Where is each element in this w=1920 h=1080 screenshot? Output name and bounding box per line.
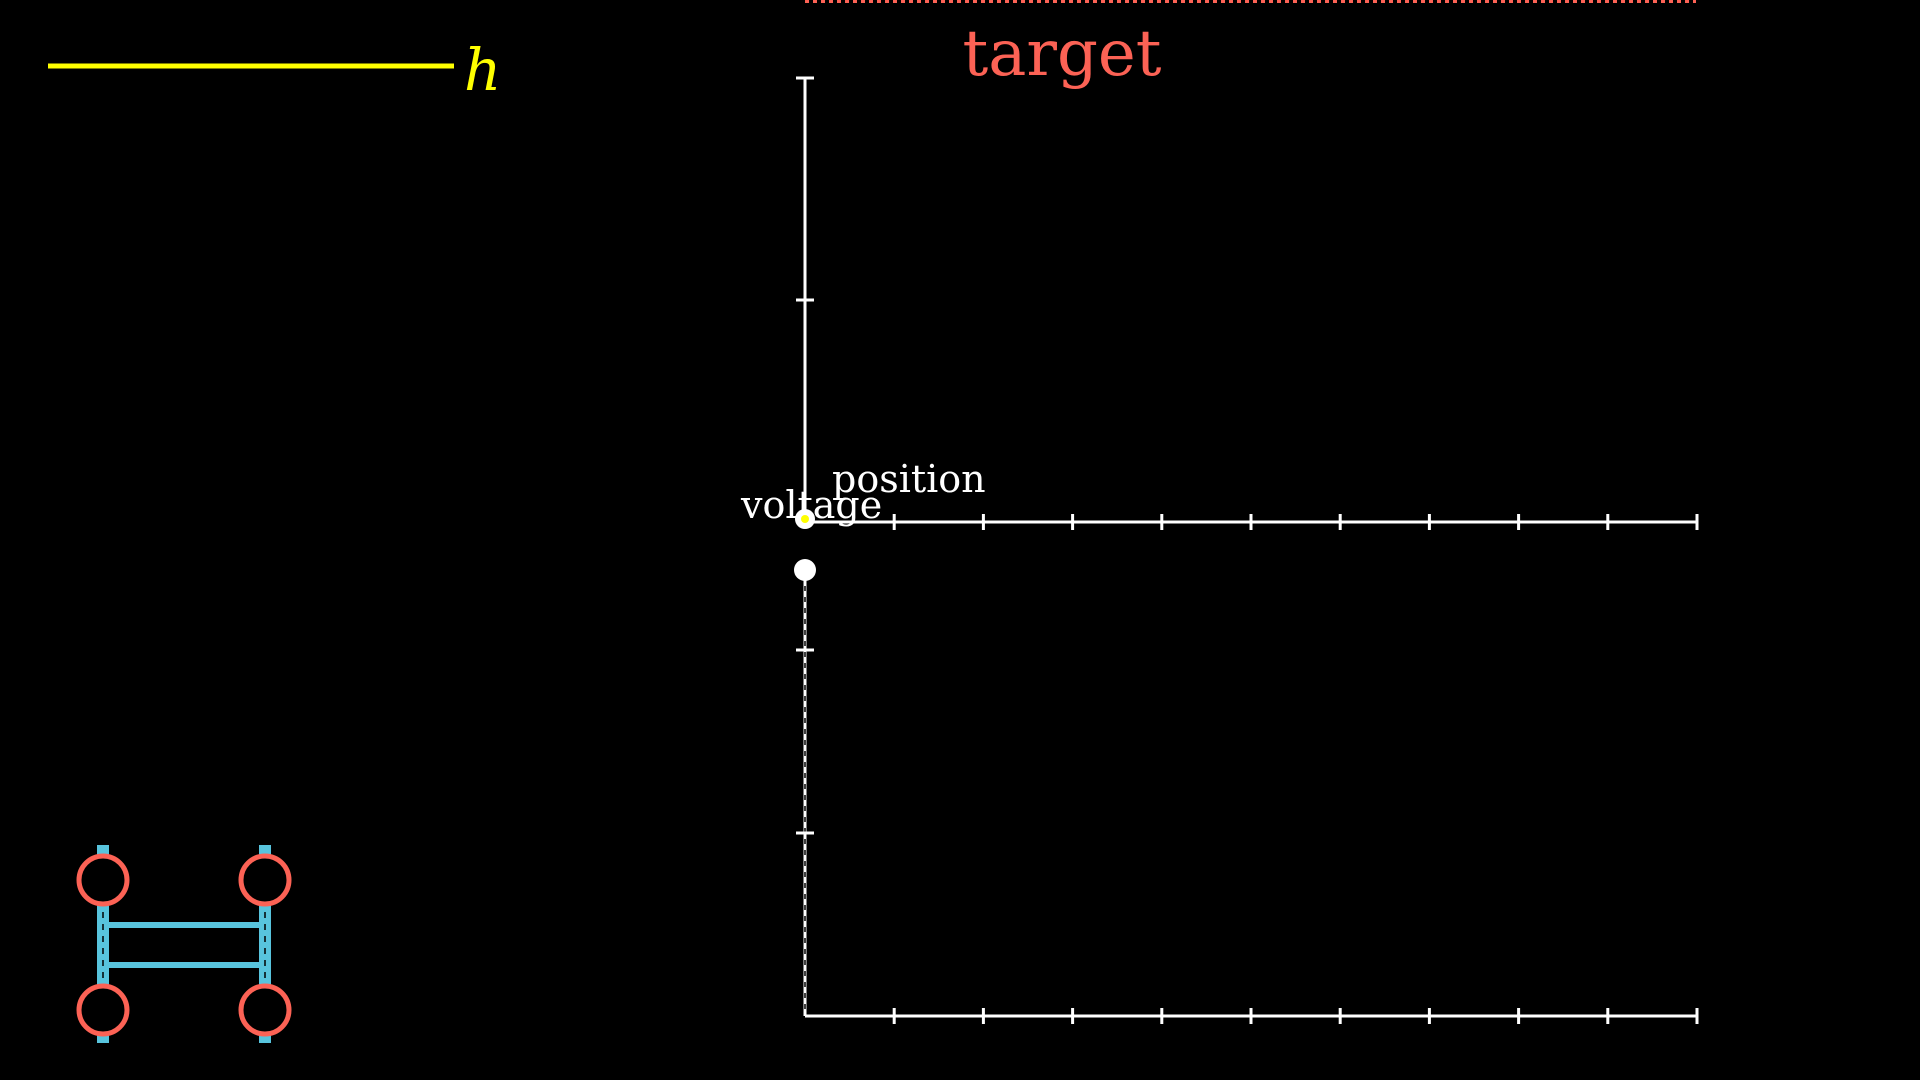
wheel-icon — [76, 983, 130, 1037]
top-plot-x-ticks — [892, 514, 1699, 530]
top-plot-origin-marker — [801, 515, 809, 523]
vehicle-icon — [76, 845, 292, 1043]
legend: h — [48, 36, 501, 104]
top-plot: position voltage — [740, 76, 1699, 530]
top-plot-x-label: position — [832, 457, 986, 501]
wheel-icon — [238, 853, 292, 907]
bottom-plot-x-ticks — [892, 1008, 1699, 1024]
legend-symbol: h — [464, 36, 501, 104]
bottom-plot-marker-dot — [794, 559, 816, 581]
bottom-plot — [794, 559, 1699, 1024]
wheel-icon — [76, 853, 130, 907]
wheel-icon — [238, 983, 292, 1037]
target-label: target — [962, 17, 1161, 91]
